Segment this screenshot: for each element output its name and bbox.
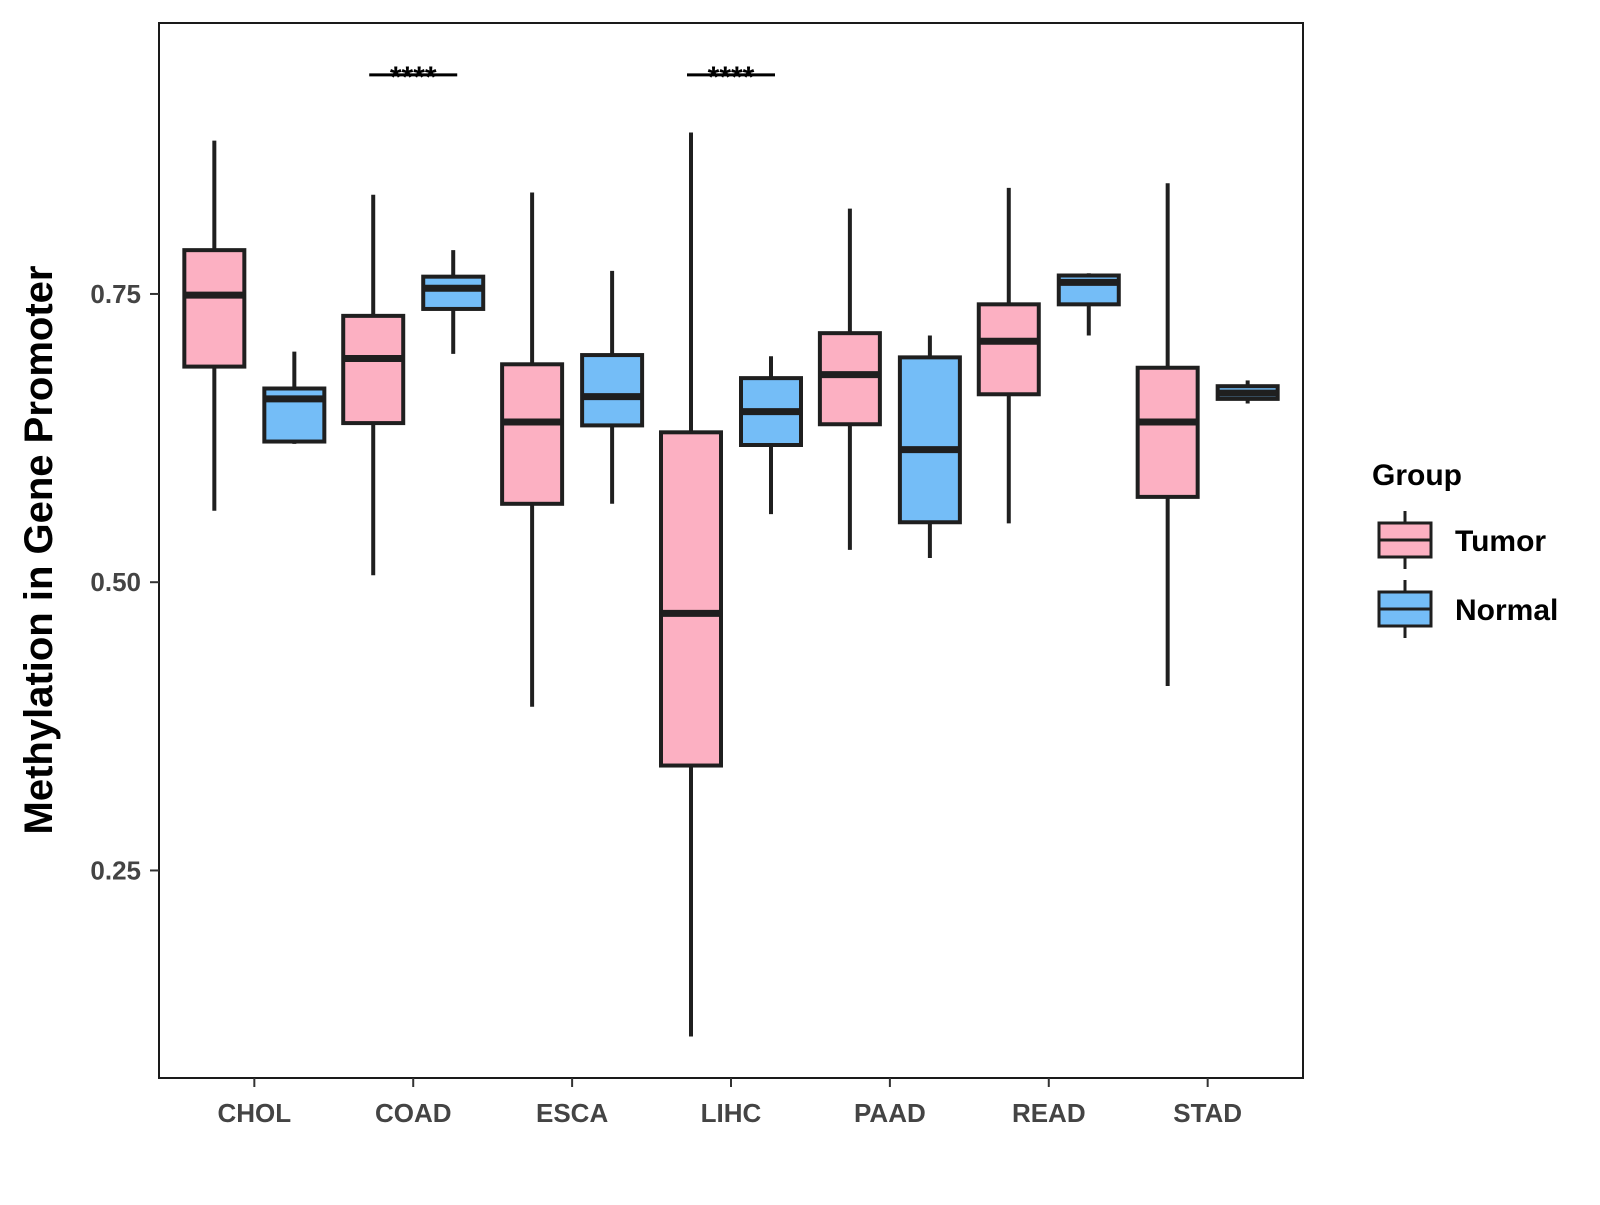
box-body bbox=[1135, 365, 1200, 499]
x-tick-label: STAD bbox=[1173, 1098, 1242, 1128]
box-chol-normal bbox=[262, 351, 327, 444]
box-lihc-normal bbox=[739, 356, 803, 515]
x-tick-label: PAAD bbox=[854, 1098, 926, 1128]
y-tick-label: 0.75 bbox=[90, 279, 141, 309]
box-body bbox=[421, 274, 486, 311]
x-tick-label: CHOL bbox=[217, 1098, 291, 1128]
box-body bbox=[500, 362, 565, 506]
box-chol-tumor bbox=[182, 140, 247, 511]
y-tick-label: 0.25 bbox=[90, 855, 141, 885]
significance-coad: **** bbox=[369, 61, 458, 94]
x-tick-label: READ bbox=[1012, 1098, 1086, 1128]
significance-label: **** bbox=[708, 61, 755, 94]
legend-entry-normal: Normal bbox=[1377, 580, 1558, 638]
box-stad-tumor bbox=[1135, 183, 1200, 686]
legend-entries: Tumor Normal bbox=[1377, 511, 1558, 638]
box-body bbox=[897, 355, 962, 525]
box-coad-normal bbox=[421, 250, 486, 354]
box-body bbox=[976, 302, 1041, 397]
box-esca-tumor bbox=[500, 192, 565, 707]
y-tick-label: 0.50 bbox=[90, 567, 141, 597]
significance-lihc: **** bbox=[687, 61, 775, 94]
plot-panel-border bbox=[158, 22, 1304, 1079]
legend-label: Normal bbox=[1455, 594, 1558, 627]
legend-entry-tumor: Tumor bbox=[1377, 511, 1546, 569]
significance-label: **** bbox=[390, 61, 437, 94]
y-axis: 0.25 0.50 0.75 bbox=[90, 279, 159, 885]
box-esca-normal bbox=[580, 270, 645, 504]
box-stad-normal bbox=[1215, 380, 1280, 404]
box-body bbox=[659, 430, 723, 768]
box-paad-normal bbox=[897, 335, 962, 558]
legend: Group Tumor Normal bbox=[1372, 459, 1558, 638]
box-read-tumor bbox=[976, 187, 1041, 524]
plot-marks: **** **** bbox=[182, 61, 1280, 1037]
box-lihc-tumor bbox=[659, 132, 723, 1037]
box-paad-tumor bbox=[817, 208, 882, 550]
box-body bbox=[580, 353, 645, 428]
box-read-normal bbox=[1056, 273, 1121, 336]
x-tick-label: COAD bbox=[375, 1098, 452, 1128]
box-coad-tumor bbox=[341, 194, 406, 576]
x-axis: CHOL COAD ESCA LIHC PAAD READ STAD bbox=[217, 1078, 1242, 1128]
x-tick-label: LIHC bbox=[701, 1098, 762, 1128]
legend-label: Tumor bbox=[1455, 525, 1546, 558]
y-axis-title: Methylation in Gene Promoter bbox=[17, 266, 61, 835]
legend-title: Group bbox=[1372, 459, 1462, 492]
x-tick-label: ESCA bbox=[536, 1098, 608, 1128]
box-body bbox=[341, 313, 406, 426]
box-body bbox=[817, 331, 882, 427]
box-body bbox=[182, 248, 247, 369]
